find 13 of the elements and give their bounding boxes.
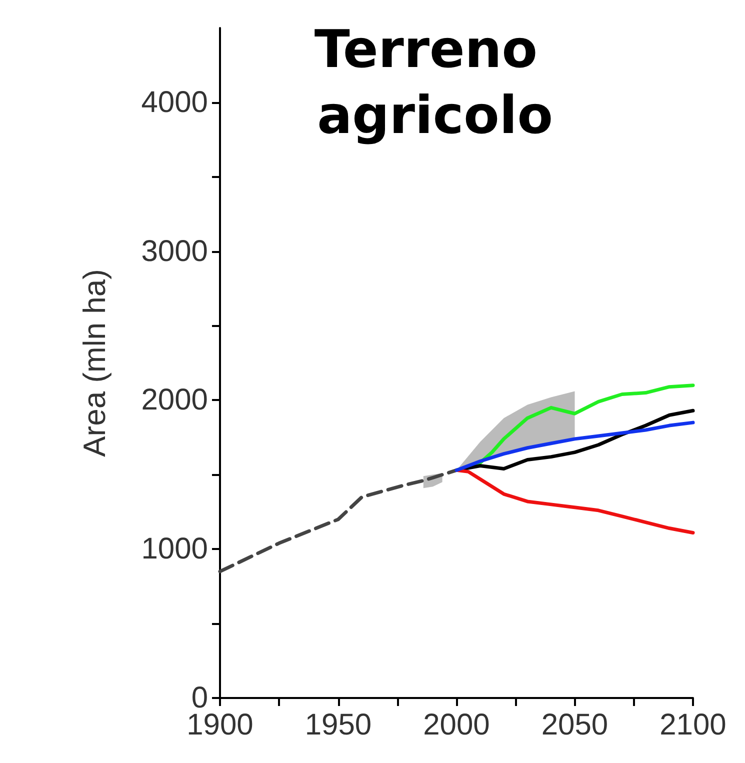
text: Terreno agricolo xyxy=(314,20,556,146)
y-axis-title: Area (mln ha) xyxy=(77,269,112,457)
y-tick-label: 4000 xyxy=(141,86,208,119)
line-series xyxy=(454,420,695,472)
line-series xyxy=(218,468,458,574)
y-tick-label: 3000 xyxy=(141,234,208,268)
y-tick-label: 2000 xyxy=(141,384,208,417)
x-tick-label: 2100 xyxy=(660,708,726,742)
x-tick-label: 2050 xyxy=(541,708,608,742)
y-tick-label: 1000 xyxy=(141,532,208,566)
line-series xyxy=(454,468,695,534)
x-tick-label: 1950 xyxy=(304,708,372,742)
x-tick-label: 2000 xyxy=(423,708,490,742)
